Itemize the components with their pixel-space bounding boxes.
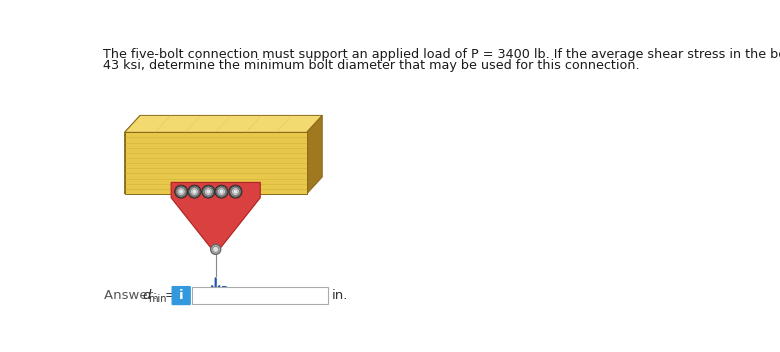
FancyBboxPatch shape (172, 286, 191, 305)
Text: =: = (164, 289, 176, 302)
Circle shape (190, 188, 198, 195)
Circle shape (213, 246, 218, 252)
Circle shape (215, 185, 228, 198)
Polygon shape (307, 115, 322, 194)
Text: 43 ksi, determine the minimum bolt diameter that may be used for this connection: 43 ksi, determine the minimum bolt diame… (103, 59, 640, 72)
Circle shape (175, 185, 188, 198)
Circle shape (230, 186, 241, 197)
Circle shape (211, 244, 221, 254)
Text: i: i (179, 289, 183, 302)
FancyBboxPatch shape (192, 287, 328, 304)
Text: d: d (143, 289, 151, 302)
Circle shape (203, 186, 214, 197)
Polygon shape (171, 182, 261, 254)
Polygon shape (125, 132, 307, 194)
Polygon shape (125, 115, 140, 194)
Circle shape (176, 186, 187, 197)
Circle shape (177, 188, 185, 195)
Text: Answer:: Answer: (104, 289, 161, 302)
Polygon shape (125, 115, 322, 132)
Circle shape (229, 185, 242, 198)
Text: The five-bolt connection must support an applied load of P = 3400 lb. If the ave: The five-bolt connection must support an… (103, 48, 780, 61)
Circle shape (216, 186, 227, 197)
Circle shape (202, 185, 215, 198)
Circle shape (233, 189, 238, 194)
Circle shape (218, 188, 225, 195)
Circle shape (189, 186, 200, 197)
Text: P: P (219, 285, 227, 298)
Circle shape (204, 188, 212, 195)
Text: in.: in. (332, 289, 348, 302)
Circle shape (219, 189, 224, 194)
Circle shape (188, 185, 201, 198)
Circle shape (192, 189, 197, 194)
Circle shape (179, 189, 183, 194)
Circle shape (206, 189, 211, 194)
Circle shape (232, 188, 239, 195)
Text: min: min (148, 294, 166, 304)
